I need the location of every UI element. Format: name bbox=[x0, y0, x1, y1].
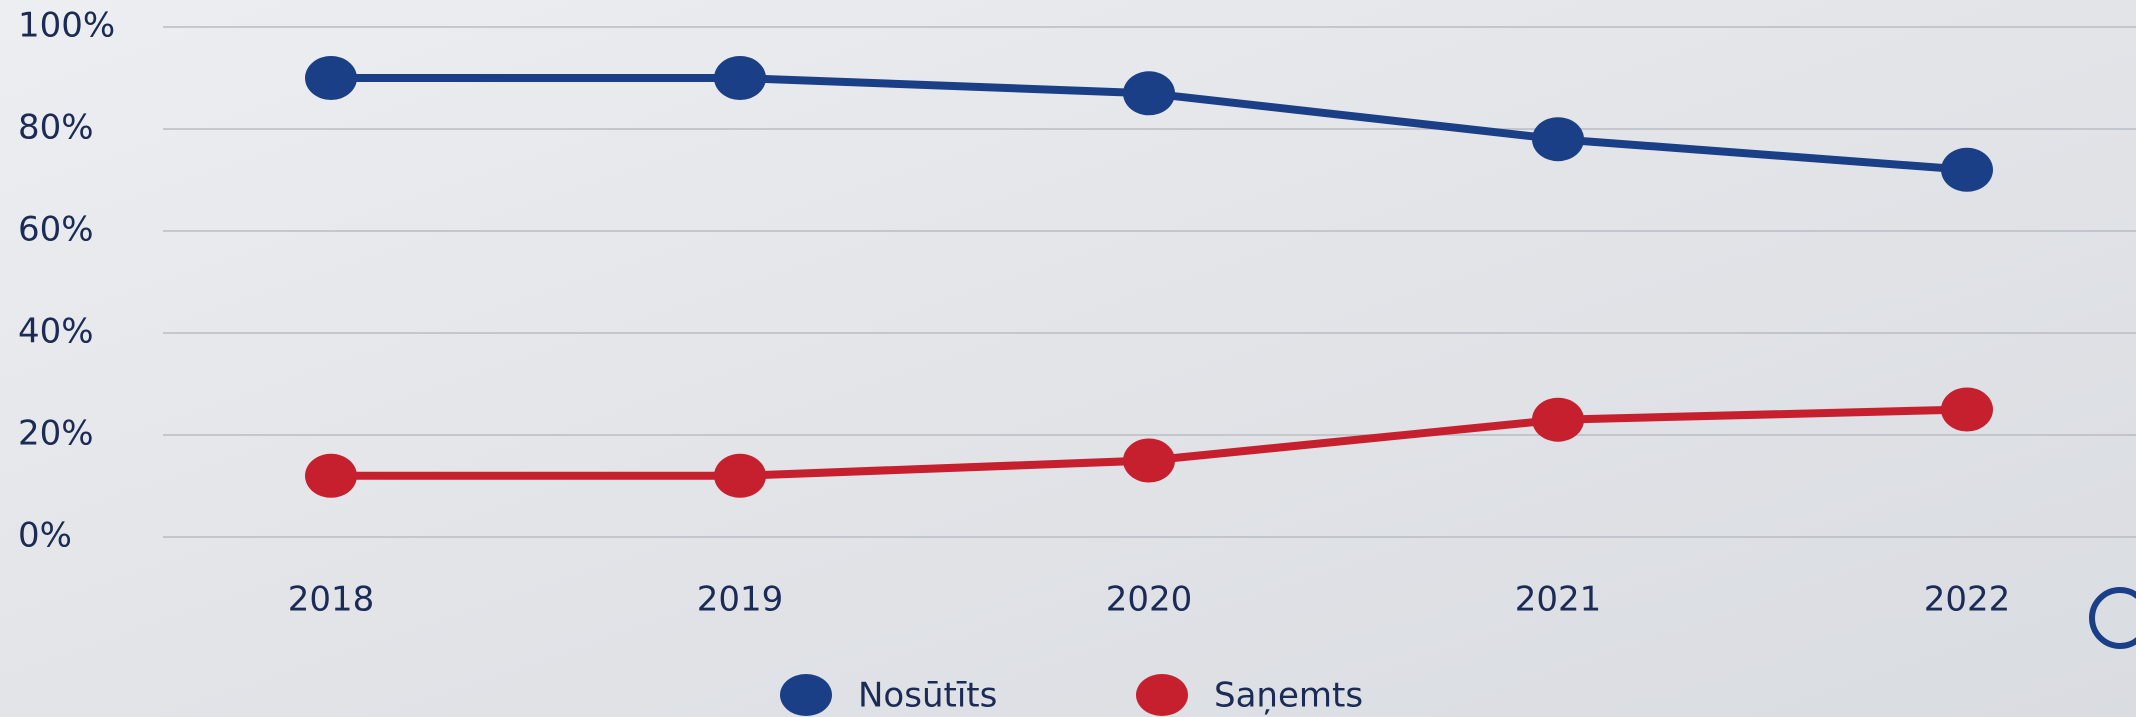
point-marker bbox=[1941, 388, 1993, 432]
point-marker bbox=[1532, 398, 1584, 442]
y-tick-label: 60% bbox=[18, 210, 94, 250]
x-tick-label: 2021 bbox=[1515, 580, 1602, 620]
point-marker bbox=[1941, 148, 1993, 192]
y-tick-label: 100% bbox=[18, 6, 115, 46]
x-tick-label: 2019 bbox=[697, 580, 784, 620]
legend-label: Saņemts bbox=[1214, 676, 1363, 716]
page: {"chart_data": {"type": "line", "categor… bbox=[0, 0, 2136, 717]
x-tick-label: 2020 bbox=[1106, 580, 1193, 620]
legend-marker bbox=[780, 674, 832, 716]
point-marker bbox=[305, 454, 357, 498]
point-marker bbox=[305, 56, 357, 100]
point-marker bbox=[714, 56, 766, 100]
legend-marker bbox=[1136, 674, 1188, 716]
y-tick-label: 40% bbox=[18, 312, 94, 352]
point-marker bbox=[714, 454, 766, 498]
y-tick-label: 80% bbox=[18, 108, 94, 148]
y-tick-label: 20% bbox=[18, 414, 94, 454]
x-tick-label: 2018 bbox=[288, 580, 375, 620]
chart: 0% 20% 40% 60% 80% 100% 2018 2019 2020 2021 2022 No… bbox=[0, 0, 2136, 717]
y-tick-label: 0% bbox=[18, 516, 72, 556]
point-marker bbox=[1532, 117, 1584, 161]
point-marker bbox=[1123, 71, 1175, 115]
legend-label: Nosūtīts bbox=[858, 676, 997, 716]
point-marker bbox=[1123, 439, 1175, 483]
x-tick-label: 2022 bbox=[1924, 580, 2011, 620]
